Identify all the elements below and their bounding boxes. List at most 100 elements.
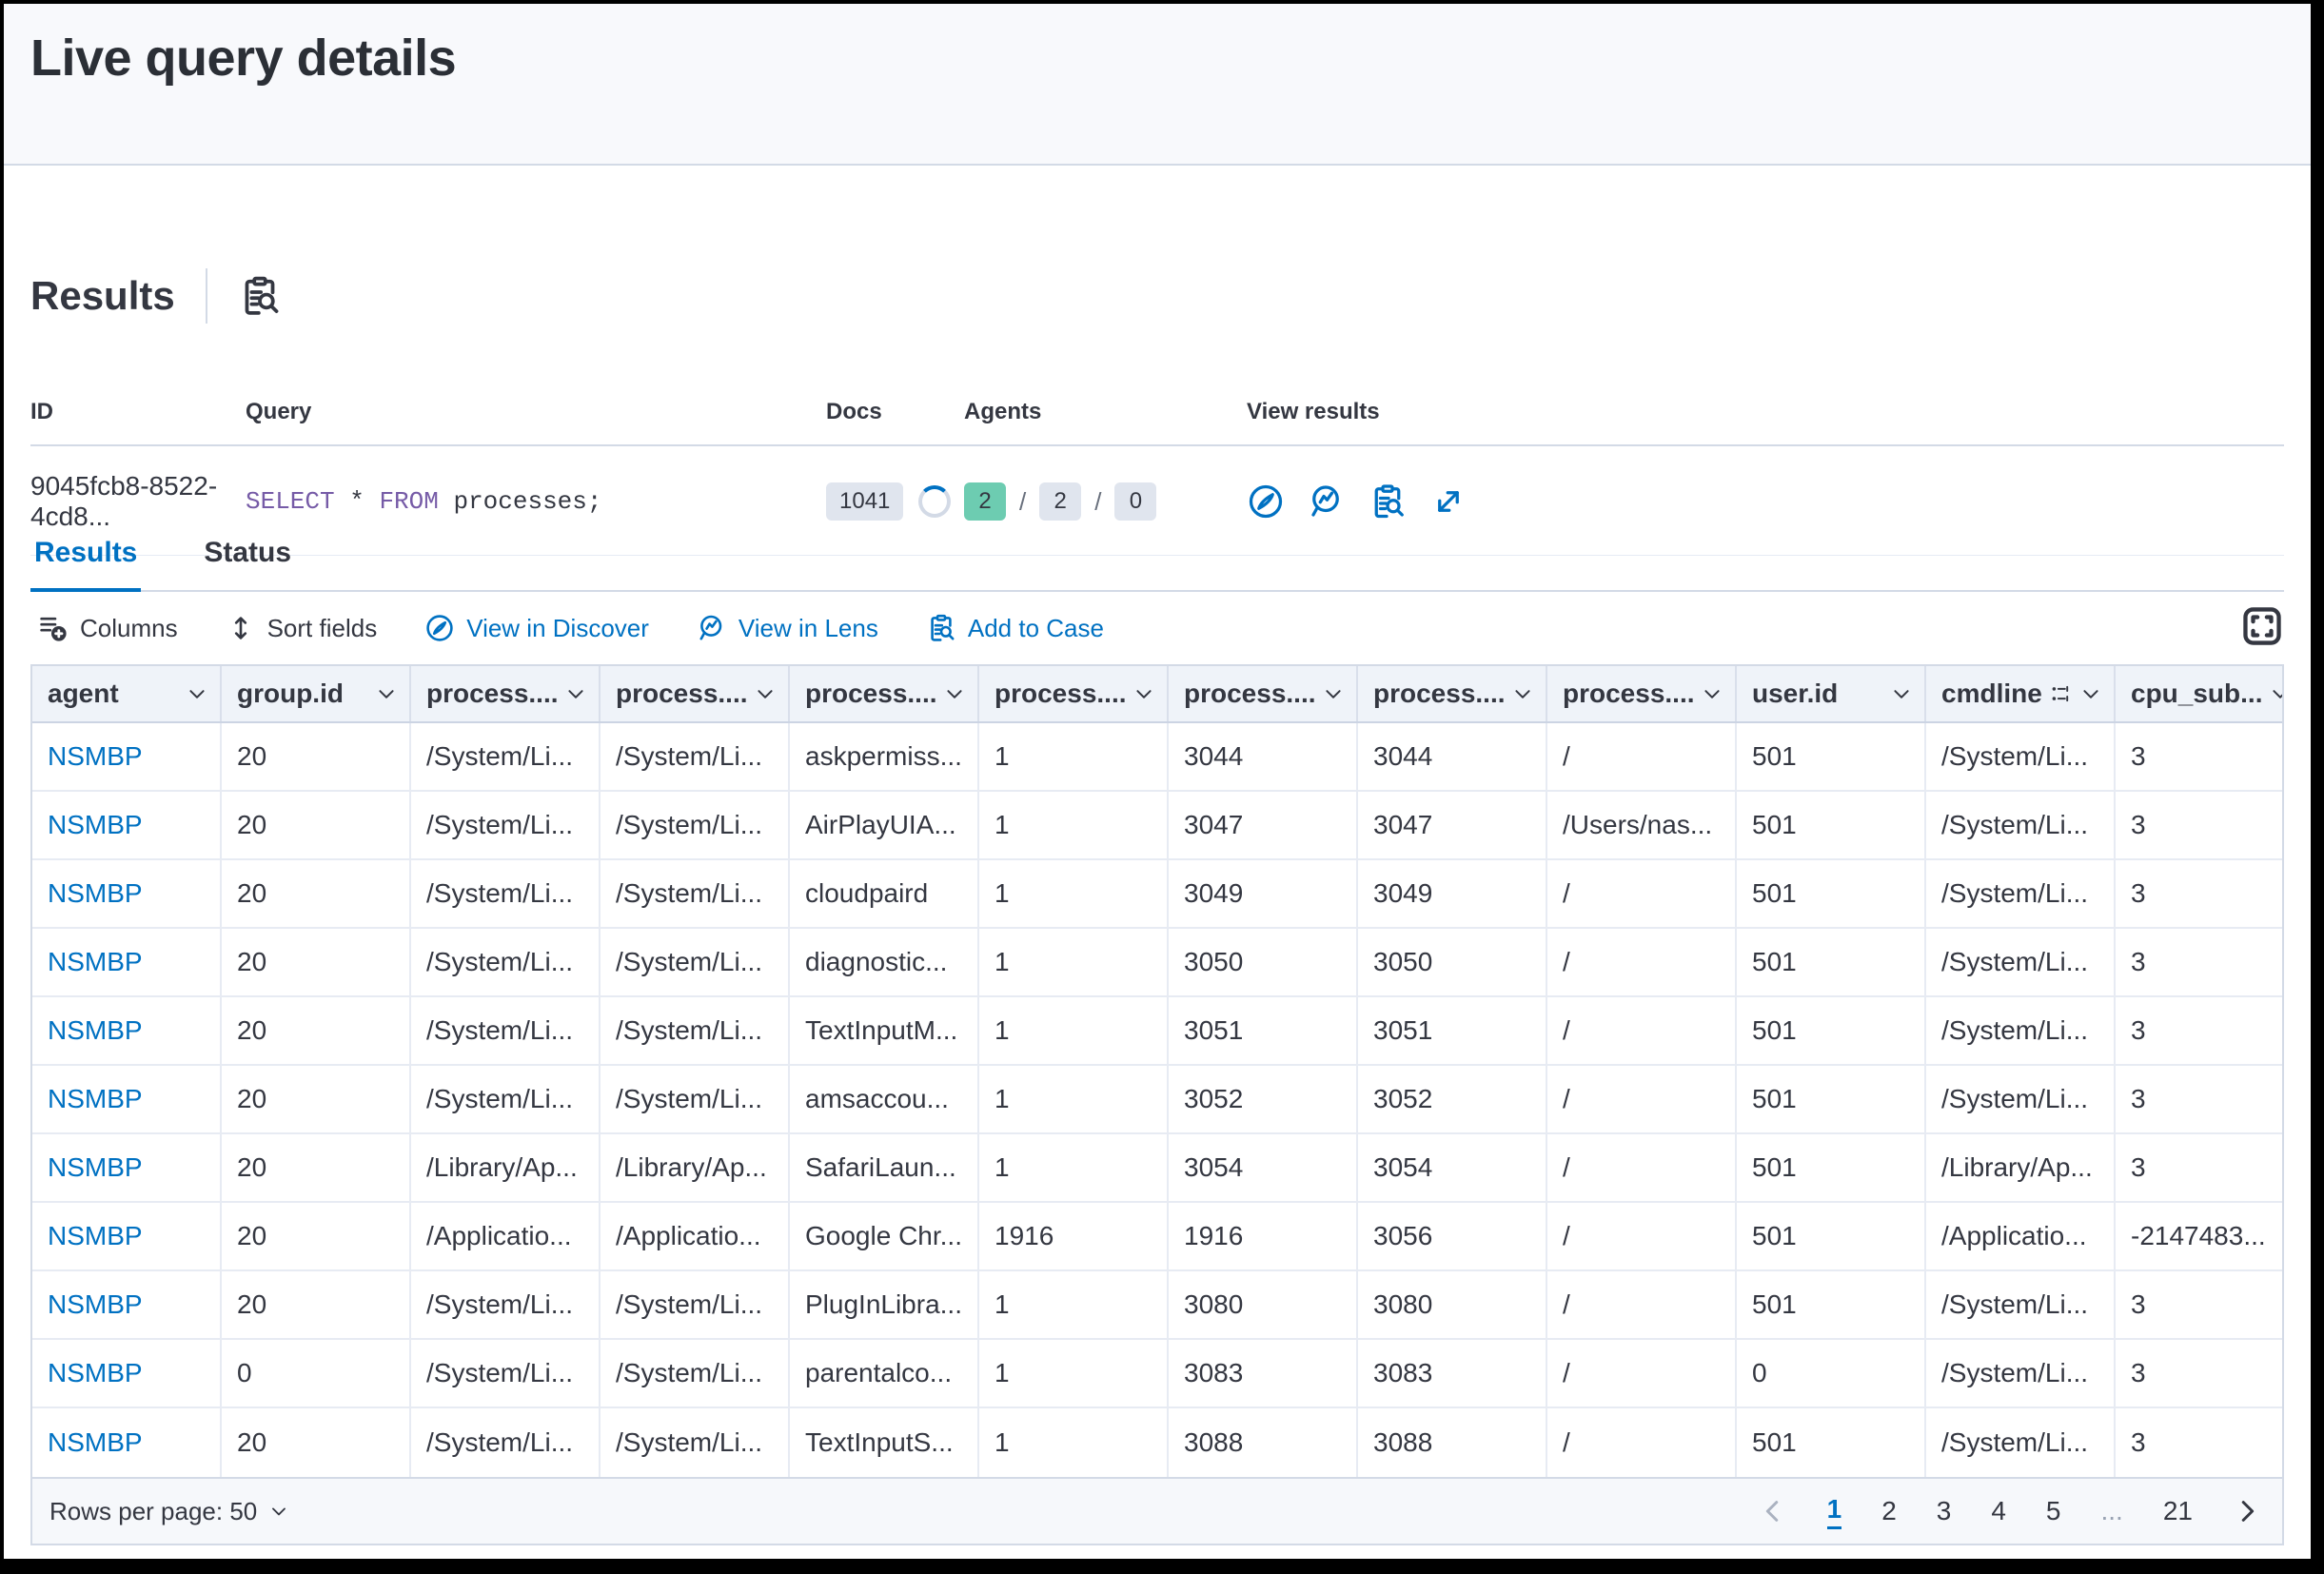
pagination-bar: Rows per page: 50 12345...21	[32, 1477, 2282, 1544]
column-header-process[interactable]: process....	[1169, 666, 1358, 721]
agent-link[interactable]: NSMBP	[32, 997, 222, 1064]
grid-cell: /Applicatio...	[601, 1203, 790, 1269]
grid-cell: cloudpaird	[790, 860, 979, 927]
inspect-icon[interactable]	[238, 274, 282, 318]
table-row: NSMBP20/System/Li.../System/Li...AirPlay…	[32, 792, 2282, 860]
grid-cell: /System/Li...	[601, 1340, 790, 1407]
lens-icon[interactable]	[1308, 482, 1346, 521]
grid-cell: 3	[2116, 1134, 2282, 1201]
column-header-cmdline[interactable]: cmdline	[1926, 666, 2116, 721]
grid-cell: 1916	[979, 1203, 1169, 1269]
agent-link[interactable]: NSMBP	[32, 860, 222, 927]
grid-cell: 3	[2116, 1340, 2282, 1407]
add-to-case-label: Add to Case	[968, 614, 1104, 643]
grid-cell: /System/Li...	[1926, 929, 2116, 995]
agent-link[interactable]: NSMBP	[32, 723, 222, 790]
column-header-icons	[943, 682, 966, 705]
grid-cell: 3044	[1169, 723, 1358, 790]
grid-cell: 501	[1737, 1271, 1926, 1338]
column-header-label: process....	[1184, 679, 1316, 709]
grid-cell: 501	[1737, 929, 1926, 995]
agent-link[interactable]: NSMBP	[32, 792, 222, 858]
grid-cell: /System/Li...	[1926, 860, 2116, 927]
fullscreen-button[interactable]	[2240, 604, 2284, 648]
grid-cell: 1916	[1169, 1203, 1358, 1269]
page-button-5[interactable]: 5	[2046, 1496, 2061, 1526]
column-header-process[interactable]: process....	[1358, 666, 1547, 721]
table-row: NSMBP0/System/Li.../System/Li...parental…	[32, 1340, 2282, 1408]
page-button-21[interactable]: 21	[2163, 1496, 2193, 1526]
grid-cell: /	[1547, 1134, 1737, 1201]
add-to-case-button[interactable]: Add to Case	[926, 613, 1104, 643]
grid-cell: /System/Li...	[1926, 1340, 2116, 1407]
grid-cell: /Library/Ap...	[1926, 1134, 2116, 1201]
agent-link[interactable]: NSMBP	[32, 1271, 222, 1338]
agent-link[interactable]: NSMBP	[32, 1134, 222, 1201]
column-header-groupid[interactable]: group.id	[222, 666, 411, 721]
view-in-lens-button[interactable]: View in Lens	[697, 613, 878, 643]
case-icon	[926, 613, 956, 643]
grid-cell: 20	[222, 929, 411, 995]
column-header-userid[interactable]: user.id	[1737, 666, 1926, 721]
grid-cell: 3047	[1358, 792, 1547, 858]
sql-star: *	[335, 487, 380, 516]
grid-cell: /	[1547, 1066, 1737, 1132]
grid-cell: /System/Li...	[411, 1340, 601, 1407]
column-header-process[interactable]: process....	[1547, 666, 1737, 721]
grid-cell: /System/Li...	[411, 1408, 601, 1477]
grid-cell: 501	[1737, 860, 1926, 927]
next-page-button[interactable]	[2233, 1497, 2261, 1525]
column-header-process[interactable]: process....	[601, 666, 790, 721]
grid-cell: 1	[979, 1408, 1169, 1477]
tab-results[interactable]: Results	[30, 533, 141, 592]
grid-cell: 501	[1737, 723, 1926, 790]
agent-link[interactable]: NSMBP	[32, 929, 222, 995]
page-button-2[interactable]: 2	[1881, 1496, 1897, 1526]
grid-cell: 501	[1737, 997, 1926, 1064]
rows-per-page-button[interactable]: Rows per page: 50	[49, 1497, 289, 1526]
columns-button[interactable]: Columns	[38, 613, 178, 643]
grid-header-row: agentgroup.idprocess....process....proce…	[32, 666, 2282, 723]
column-header-label: process....	[1563, 679, 1695, 709]
column-header-agent[interactable]: agent	[32, 666, 222, 721]
discover-icon[interactable]	[1247, 482, 1285, 521]
loading-spinner	[918, 485, 951, 518]
previous-page-button[interactable]	[1759, 1497, 1787, 1525]
page-button-1[interactable]: 1	[1827, 1494, 1842, 1529]
grid-cell: /System/Li...	[411, 997, 601, 1064]
grid-cell: /	[1547, 860, 1737, 927]
column-header-process[interactable]: process....	[979, 666, 1169, 721]
grid-cell: AirPlayUIA...	[790, 792, 979, 858]
inspect-icon[interactable]	[1369, 482, 1407, 521]
grid-cell: /	[1547, 1408, 1737, 1477]
sort-fields-button[interactable]: Sort fields	[226, 613, 378, 643]
agent-link[interactable]: NSMBP	[32, 1340, 222, 1407]
results-heading-row: Results	[30, 268, 282, 324]
table-row: NSMBP20/System/Li.../System/Li...amsacco…	[32, 1066, 2282, 1134]
view-in-discover-button[interactable]: View in Discover	[424, 613, 649, 643]
page-button-3[interactable]: 3	[1937, 1496, 1952, 1526]
summary-header-view-results: View results	[1247, 399, 2284, 425]
column-header-process[interactable]: process....	[411, 666, 601, 721]
agent-link[interactable]: NSMBP	[32, 1066, 222, 1132]
column-header-label: group.id	[237, 679, 344, 709]
column-header-cpu_sub[interactable]: cpu_sub...	[2116, 666, 2282, 721]
grid-cell: /System/Li...	[1926, 1271, 2116, 1338]
summary-header-docs: Docs	[826, 399, 964, 425]
agent-link[interactable]: NSMBP	[32, 1408, 222, 1477]
grid-cell: /System/Li...	[1926, 1408, 2116, 1477]
table-row: NSMBP20/System/Li.../System/Li...PlugInL…	[32, 1271, 2282, 1340]
expand-icon[interactable]	[1429, 482, 1467, 521]
grid-cell: 3	[2116, 1271, 2282, 1338]
tab-status[interactable]: Status	[200, 533, 295, 592]
grid-cell: 3051	[1358, 997, 1547, 1064]
grid-cell: /System/Li...	[411, 723, 601, 790]
column-header-process[interactable]: process....	[790, 666, 979, 721]
agent-link[interactable]: NSMBP	[32, 1203, 222, 1269]
grid-cell: 3	[2116, 792, 2282, 858]
table-row: NSMBP20/System/Li.../System/Li...diagnos…	[32, 929, 2282, 997]
grid-cell: 1	[979, 723, 1169, 790]
grid-cell: /Users/nas...	[1547, 792, 1737, 858]
app-window: Live query details Results ID Query Docs…	[4, 4, 2311, 1559]
page-button-4[interactable]: 4	[1991, 1496, 2006, 1526]
